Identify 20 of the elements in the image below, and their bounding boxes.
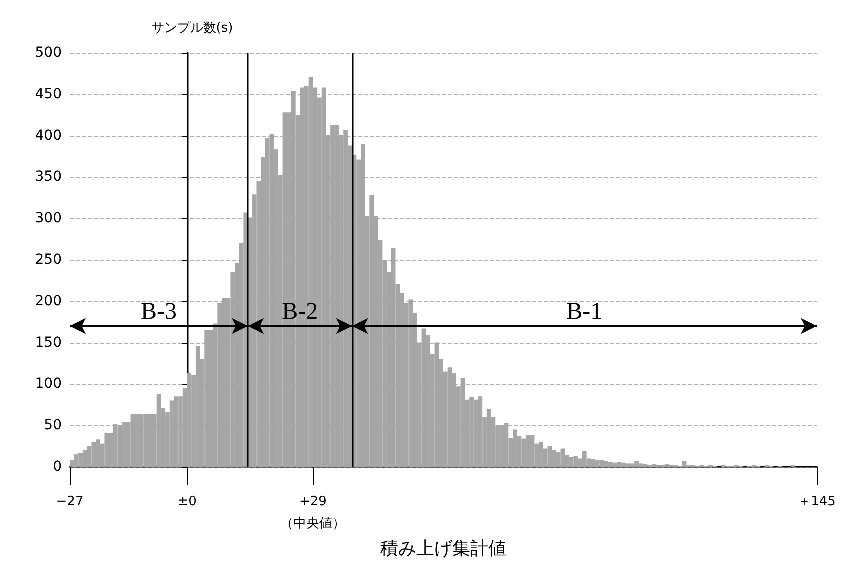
y-tick-label: 300 [35, 210, 62, 227]
x-tick-label: +29 （中央値） [280, 494, 346, 532]
y-axis-title: サンプル数(s) [151, 21, 234, 36]
x-tick-label: ±0 [178, 494, 197, 510]
y-tick-label: 100 [35, 376, 62, 392]
annotation: B-1 [566, 299, 603, 326]
y-tick-label: 450 [35, 86, 62, 102]
x-tick-label: ＋145 [798, 494, 836, 510]
y-tick-label: 150 [35, 334, 62, 351]
y-tick-label: 400 [35, 128, 62, 144]
y-tick-label: 250 [35, 252, 62, 268]
y-tick-label: 350 [35, 169, 62, 186]
y-tick-label: 50 [44, 418, 62, 434]
y-tick-label: 0 [53, 459, 62, 475]
annotation: B-3 [141, 299, 178, 326]
x-tick-label: −27 [56, 494, 84, 510]
y-tick-label: 500 [35, 45, 62, 61]
y-tick-label: 200 [35, 293, 62, 310]
x-axis-title: 積み上げ集計値 [380, 538, 506, 560]
annotation: B-2 [282, 299, 318, 326]
